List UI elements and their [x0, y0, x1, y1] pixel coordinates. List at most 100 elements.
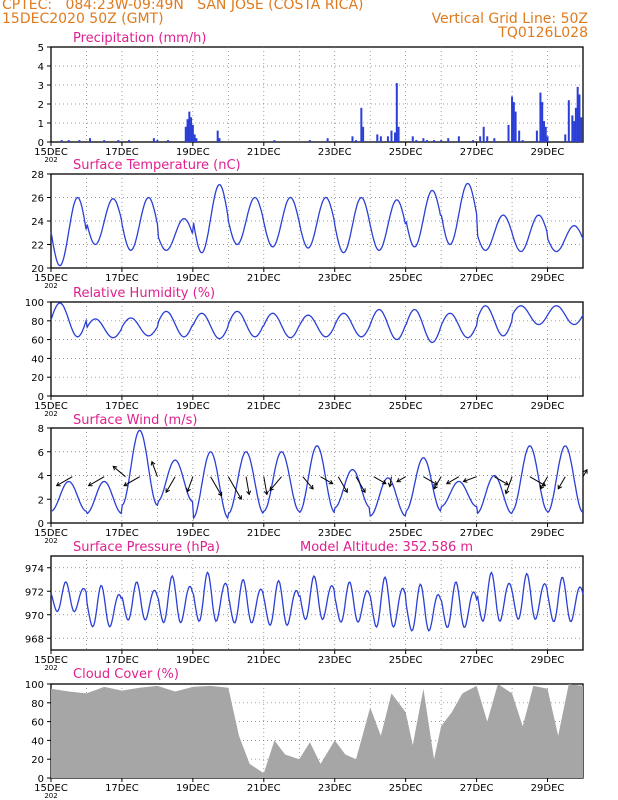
precip-frame	[50, 46, 584, 143]
wind-year-label: 202	[44, 537, 57, 545]
wind-arrow-head	[433, 480, 439, 486]
precip-bar	[216, 130, 219, 142]
precip-xtick-label: 29DEC	[531, 147, 565, 158]
wind-arrow-head	[328, 479, 334, 485]
precip-bar	[326, 138, 329, 142]
precip-xtick-label: 17DEC	[105, 147, 139, 158]
precip-ytick-label: 3	[38, 81, 44, 92]
wind-arrow	[245, 476, 250, 495]
temp-year-label: 202	[44, 282, 57, 290]
wind-ytick-label: 0	[38, 519, 44, 530]
wind-xtick-label: 17DEC	[105, 528, 139, 539]
rh-ytick-label: 0	[38, 392, 44, 403]
precip-bar	[472, 140, 475, 142]
cloud-ytick-label: 20	[31, 755, 44, 766]
precip-panel: 0 1 2 3 4 5 15DEC 17DEC 19DEC 21DEC 23DEC 25DEC 27DE…	[34, 31, 584, 164]
wind-arrow	[186, 476, 194, 492]
wind-xtick-label: 19DEC	[176, 528, 210, 539]
wind-arrow	[540, 476, 548, 490]
precip-bar	[521, 140, 524, 142]
precip-bar	[218, 138, 221, 142]
rh-xtick-label: 17DEC	[105, 401, 139, 412]
precip-bar	[386, 136, 389, 142]
wind-arrow-head	[343, 488, 348, 494]
wind-arrow-head	[361, 488, 366, 494]
precip-ytick-label: 5	[38, 43, 44, 54]
wind-arrow-head	[150, 460, 156, 466]
rh-frame	[50, 301, 584, 397]
wind-arrow-head	[55, 481, 61, 487]
wind-arrow	[557, 476, 566, 490]
pres-xtick-label: 29DEC	[531, 655, 565, 666]
precip-bar	[535, 130, 538, 142]
precip-bar	[89, 138, 92, 142]
precip-year-label: 202	[44, 156, 57, 164]
wind-arrow-head	[381, 479, 387, 485]
wind-xtick-label: 15DEC	[34, 528, 68, 539]
precip-bar	[184, 126, 187, 142]
wind-arrow	[56, 476, 73, 487]
precip-ytick-label: 1	[38, 119, 44, 130]
temp-xtick-label: 25DEC	[389, 273, 423, 284]
pres-xtick-label: 15DEC	[34, 655, 68, 666]
precip-bar	[567, 100, 570, 142]
wind-ytick-label: 4	[38, 472, 44, 483]
precip-bar	[395, 83, 398, 142]
wind-xtick-label: 25DEC	[389, 528, 423, 539]
cloud-ytick-label: 40	[31, 736, 44, 747]
wind-arrow	[123, 476, 140, 487]
cloud-xtick-label: 25DEC	[389, 783, 423, 794]
precip-title: Precipitation (mm/h)	[73, 31, 206, 46]
precip-bar	[195, 138, 198, 142]
rh-xtick-label: 15DEC	[34, 401, 68, 412]
precip-xtick-label: 23DEC	[318, 147, 352, 158]
wind-xtick-label: 21DEC	[247, 528, 281, 539]
precip-bar	[128, 140, 131, 142]
pres-xtick-label: 23DEC	[318, 655, 352, 666]
rh-xtick-label: 29DEC	[531, 401, 565, 412]
wind-arrow	[151, 461, 158, 477]
wind-arrow-head	[217, 491, 223, 497]
wind-ytick-label: 8	[38, 424, 44, 435]
precip-bar	[479, 136, 482, 142]
precip-bar	[351, 136, 354, 142]
wind-arrow	[269, 476, 282, 491]
temp-ytick-label: 20	[31, 264, 44, 275]
pres-xtick-label: 19DEC	[176, 655, 210, 666]
precip-bar	[493, 138, 496, 142]
precip-bar	[152, 138, 155, 142]
pres-title: Surface Pressure (hPa)	[73, 540, 220, 555]
precip-bar	[103, 140, 106, 142]
precip-bar	[379, 136, 382, 142]
rh-ytick-label: 20	[31, 373, 44, 384]
precip-bar	[576, 86, 579, 142]
temp-ytick-label: 28	[31, 170, 44, 181]
rh-xtick-label: 25DEC	[389, 401, 423, 412]
wind-arrow-head	[583, 468, 588, 474]
precip-bar	[167, 140, 170, 142]
precip-bar	[308, 140, 311, 142]
precip-bar	[188, 111, 191, 142]
wind-arrow-head	[269, 486, 274, 492]
wind-panel: 0 2 4 6 8 15DEC 17DEC 19DEC 21DEC 23DEC 25DEC 27DEC…	[34, 413, 588, 545]
wind-ytick-label: 6	[38, 448, 44, 459]
precip-bar	[191, 124, 194, 142]
cloud-xtick-label: 15DEC	[34, 783, 68, 794]
wind-xtick-label: 29DEC	[531, 528, 565, 539]
precip-bar	[507, 124, 510, 142]
wind-arrow	[373, 476, 387, 485]
precip-bar	[518, 130, 521, 142]
precip-xtick-label: 25DEC	[389, 147, 423, 158]
precip-bar	[362, 126, 365, 142]
temp-xtick-label: 29DEC	[531, 273, 565, 284]
rh-xtick-label: 21DEC	[247, 401, 281, 412]
precip-bar	[482, 126, 485, 142]
rh-panel: 0 20 40 60 80 100 15DEC 17DEC 19DEC 21DEC 23DEC 25D…	[25, 286, 584, 418]
wind-arrow-head	[237, 495, 242, 501]
pres-panel: 968 970 972 974 15DEC 17DEC 19DEC 21DEC 23DEC 25D…	[25, 540, 584, 672]
precip-bar	[355, 140, 358, 142]
cloud-xtick-label: 19DEC	[176, 783, 210, 794]
precip-bar	[425, 140, 428, 142]
wind-arrow-head	[557, 484, 563, 490]
